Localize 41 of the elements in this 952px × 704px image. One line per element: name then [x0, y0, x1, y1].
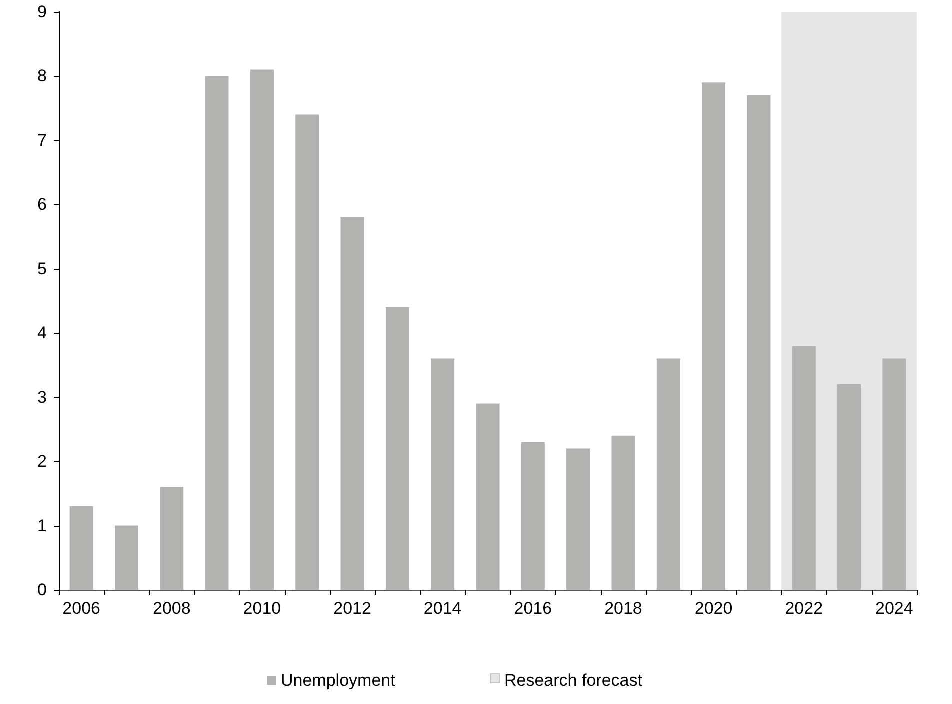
- x-tick-label: 2024: [876, 599, 914, 618]
- bar: [476, 404, 500, 590]
- y-tick-label: 8: [38, 66, 47, 86]
- x-tick-label: 2018: [604, 599, 642, 618]
- bar: [882, 358, 906, 590]
- bar: [792, 346, 816, 590]
- legend-label: Research forecast: [504, 671, 643, 690]
- x-tick-label: 2006: [62, 599, 100, 618]
- bar: [838, 384, 862, 590]
- bar: [521, 442, 545, 590]
- bar: [386, 307, 410, 590]
- y-tick-label: 0: [38, 580, 47, 600]
- x-tick-label: 2016: [514, 599, 552, 618]
- y-tick-label: 5: [38, 259, 47, 278]
- bar: [114, 526, 138, 590]
- x-tick-label: 2020: [694, 599, 733, 618]
- x-tick-label: 2022: [785, 599, 824, 618]
- x-tick-label: 2012: [334, 599, 372, 618]
- bar: [566, 448, 590, 590]
- bar: [431, 358, 455, 590]
- y-tick-label: 9: [38, 2, 47, 22]
- bar: [205, 76, 229, 590]
- y-tick-label: 1: [38, 516, 47, 536]
- y-tick-label: 2: [38, 452, 47, 472]
- x-tick-label: 2014: [424, 599, 462, 618]
- bar: [160, 487, 184, 590]
- bar: [747, 95, 771, 590]
- legend-label: Unemployment: [281, 671, 396, 690]
- bar: [702, 82, 726, 590]
- y-tick-label: 3: [38, 388, 47, 407]
- x-tick-label: 2010: [243, 599, 282, 618]
- bar: [612, 436, 636, 590]
- y-tick-label: 4: [38, 324, 47, 343]
- bar: [656, 358, 680, 590]
- x-tick-label: 2008: [152, 599, 191, 618]
- bar: [340, 218, 364, 590]
- y-tick-label: 6: [38, 195, 47, 214]
- bar: [296, 114, 320, 590]
- y-tick-label: 7: [38, 130, 47, 150]
- bar: [250, 70, 274, 590]
- bar: [70, 506, 94, 590]
